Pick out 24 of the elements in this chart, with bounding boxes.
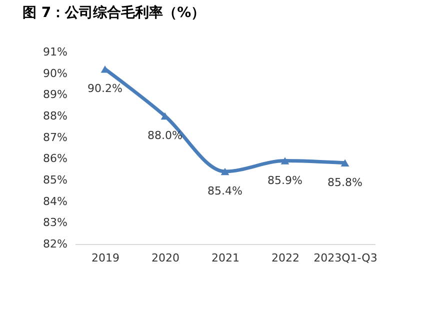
y-tick-label: 84% [43, 194, 68, 208]
y-tick-label: 87% [43, 130, 68, 144]
x-tick-label: 2022 [272, 252, 300, 264]
x-tick-label: 2023Q1-Q3 [314, 252, 378, 264]
y-tick-label: 85% [43, 174, 68, 186]
point [280, 157, 290, 164]
chart-title: 图 7：公司综合毛利率（%） [22, 4, 206, 21]
x-tick-label: 2021 [212, 252, 240, 264]
data-label: 85.9% [268, 174, 302, 187]
point [340, 159, 350, 167]
y-tick-label: 89% [43, 88, 68, 102]
point [220, 168, 230, 176]
data-label: 85.4% [208, 184, 242, 198]
y-tick-label: 91% [43, 46, 68, 58]
data-label: 88.0% [148, 129, 182, 142]
x-tick-label: 2020 [152, 252, 180, 264]
data-label: 85.8% [328, 176, 362, 189]
y-tick-label: 90% [43, 66, 68, 80]
y-tick-label: 82% [43, 238, 68, 250]
y-tick-label: 88% [43, 110, 68, 122]
data-label: 90.2% [88, 82, 122, 96]
y-tick-label: 86% [43, 152, 68, 166]
y-tick-label: 83% [43, 216, 68, 230]
x-tick-label: 2019 [92, 252, 120, 264]
